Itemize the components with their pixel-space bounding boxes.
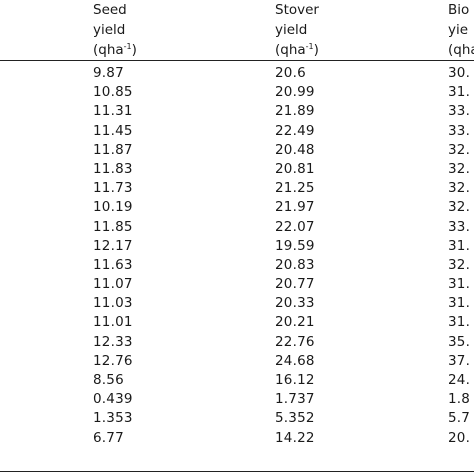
header-bio-line3: (qha <box>448 42 474 58</box>
seed-yield-cell: 11.03 <box>93 295 133 312</box>
table-row: 11.73 21.25 32. <box>0 179 474 198</box>
biological-yield-cell: 30. <box>448 65 471 81</box>
table-row: 9.87 20.6 30. <box>0 64 474 83</box>
stover-yield-cell: 21.97 <box>275 199 315 216</box>
stover-yield-cell: 1.737 <box>275 391 315 408</box>
table-row: 11.45 22.49 33. <box>0 122 474 141</box>
table-row: 10.85 20.99 31. <box>0 83 474 102</box>
stover-yield-cell: 22.07 <box>275 218 315 235</box>
biological-yield-cell: 37. <box>448 352 471 369</box>
biological-yield-cell: 32. <box>448 256 471 273</box>
table-row: 1.353 5.352 5.7 <box>0 409 474 428</box>
biological-yield-cell: 32. <box>448 160 471 177</box>
stover-yield-cell: 22.49 <box>275 122 315 139</box>
seed-yield-cell: 12.33 <box>93 333 133 350</box>
seed-yield-cell: 10.19 <box>93 199 133 216</box>
header-stover-line3: (qha-1) <box>275 42 319 58</box>
seed-yield-cell: 6.77 <box>93 429 124 446</box>
table-row: 8.56 16.12 24. <box>0 371 474 390</box>
biological-yield-cell: 5.7 <box>448 410 471 427</box>
biological-yield-cell: 24. <box>448 372 471 388</box>
biological-yield-cell: 32. <box>448 141 471 158</box>
seed-yield-cell: 11.63 <box>93 256 133 273</box>
seed-yield-cell: 11.01 <box>93 314 133 331</box>
table-row: 12.76 24.68 37. <box>0 352 474 371</box>
seed-yield-cell: 11.31 <box>93 103 133 120</box>
biological-yield-cell: 31. <box>448 276 471 293</box>
header-biological-yield: Bio yie (qha <box>448 0 474 60</box>
table-row: 12.33 22.76 35. <box>0 333 474 352</box>
table-row: 10.19 21.97 32. <box>0 198 474 217</box>
seed-yield-cell: 1.353 <box>93 410 133 427</box>
header-seed-line3: (qha-1) <box>93 42 137 58</box>
stover-yield-cell: 20.77 <box>275 276 315 293</box>
stover-yield-cell: 20.48 <box>275 141 315 158</box>
stover-yield-cell: 21.25 <box>275 180 315 197</box>
seed-yield-cell: 9.87 <box>93 65 124 81</box>
stover-yield-cell: 24.68 <box>275 352 315 369</box>
header-seed-line2: yield <box>93 22 126 38</box>
header-bio-line2: yie <box>448 22 469 38</box>
header-stover-line1: Stover <box>275 2 319 18</box>
table-row: 11.07 20.77 31. <box>0 275 474 294</box>
biological-yield-cell: 35. <box>448 333 471 350</box>
table-row: 6.77 14.22 20. <box>0 429 474 448</box>
seed-yield-cell: 0.439 <box>93 391 133 408</box>
table-row: 11.85 22.07 33. <box>0 218 474 237</box>
seed-yield-cell: 11.45 <box>93 122 133 139</box>
seed-yield-cell: 11.73 <box>93 180 133 197</box>
table-row: 11.63 20.83 32. <box>0 256 474 275</box>
stover-yield-cell: 20.99 <box>275 84 315 101</box>
biological-yield-cell: 31. <box>448 237 471 254</box>
header-seed-yield: Seed yield (qha-1) <box>93 0 137 60</box>
table-row: 11.01 20.21 31. <box>0 313 474 332</box>
seed-yield-cell: 11.83 <box>93 160 133 177</box>
table-row: 11.87 20.48 32. <box>0 141 474 160</box>
biological-yield-cell: 32. <box>448 180 471 197</box>
biological-yield-cell: 1.8 <box>448 391 471 408</box>
biological-yield-cell: 33. <box>448 122 471 139</box>
biological-yield-cell: 31. <box>448 295 471 312</box>
seed-yield-cell: 12.76 <box>93 352 133 369</box>
seed-yield-cell: 12.17 <box>93 237 133 254</box>
table-bottom-rule <box>0 471 474 472</box>
seed-yield-cell: 10.85 <box>93 84 133 101</box>
table-row: 11.83 20.81 32. <box>0 160 474 179</box>
table-row: 0.439 1.737 1.8 <box>0 390 474 409</box>
stover-yield-cell: 19.59 <box>275 237 315 254</box>
table-row: 11.03 20.33 31. <box>0 294 474 313</box>
biological-yield-cell: 31. <box>448 314 471 331</box>
seed-yield-cell: 11.07 <box>93 276 133 293</box>
stover-yield-cell: 20.81 <box>275 160 315 177</box>
table-row: 12.17 19.59 31. <box>0 237 474 256</box>
stover-yield-cell: 20.33 <box>275 295 315 312</box>
stover-yield-cell: 21.89 <box>275 103 315 120</box>
seed-yield-cell: 11.87 <box>93 141 133 158</box>
table-top-rule <box>0 60 474 61</box>
header-stover-line2: yield <box>275 22 308 38</box>
header-bio-line1: Bio <box>448 2 470 18</box>
stover-yield-cell: 20.83 <box>275 256 315 273</box>
biological-yield-cell: 32. <box>448 199 471 216</box>
stover-yield-cell: 5.352 <box>275 410 315 427</box>
stover-yield-cell: 22.76 <box>275 333 315 350</box>
biological-yield-cell: 33. <box>448 103 471 120</box>
biological-yield-cell: 31. <box>448 84 471 101</box>
stover-yield-cell: 14.22 <box>275 429 315 446</box>
seed-yield-cell: 8.56 <box>93 372 124 388</box>
table-body: 9.87 20.6 30. 10.85 20.99 31. 11.31 21.89 33. 11.… <box>0 64 474 448</box>
header-seed-line1: Seed <box>93 2 127 18</box>
seed-yield-cell: 11.85 <box>93 218 133 235</box>
table-row: 11.31 21.89 33. <box>0 102 474 121</box>
stover-yield-cell: 16.12 <box>275 372 315 388</box>
header-stover-yield: Stover yield (qha-1) <box>275 0 319 60</box>
stover-yield-cell: 20.6 <box>275 65 306 81</box>
biological-yield-cell: 20. <box>448 429 471 446</box>
biological-yield-cell: 33. <box>448 218 471 235</box>
stover-yield-cell: 20.21 <box>275 314 315 331</box>
